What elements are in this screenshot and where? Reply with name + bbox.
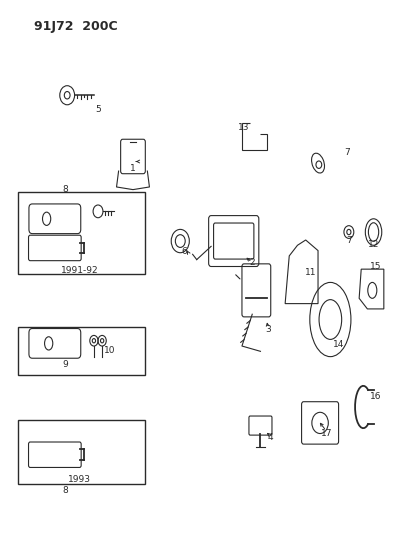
Text: 8: 8 <box>62 185 68 194</box>
Text: 91J72  200C: 91J72 200C <box>34 20 118 33</box>
Text: 12: 12 <box>367 240 378 249</box>
Bar <box>18 192 145 274</box>
Text: 1: 1 <box>130 164 135 173</box>
Text: 6: 6 <box>181 247 187 256</box>
Bar <box>18 420 145 484</box>
Text: 16: 16 <box>369 392 380 401</box>
Text: 1991-92: 1991-92 <box>61 266 98 274</box>
Text: 1993: 1993 <box>68 475 91 484</box>
Text: 17: 17 <box>320 429 331 438</box>
Text: 15: 15 <box>369 262 380 271</box>
Text: 7: 7 <box>343 148 349 157</box>
Text: 8: 8 <box>62 486 68 495</box>
Text: 5: 5 <box>95 105 101 114</box>
Text: 10: 10 <box>104 346 115 355</box>
Text: 9: 9 <box>62 360 68 369</box>
Text: 2: 2 <box>249 258 254 266</box>
Text: 11: 11 <box>304 268 316 277</box>
Text: 13: 13 <box>238 123 249 132</box>
Bar <box>18 327 145 375</box>
Text: 7: 7 <box>345 236 351 245</box>
Text: 14: 14 <box>332 341 344 350</box>
Text: 4: 4 <box>267 433 273 442</box>
Text: 3: 3 <box>264 325 270 334</box>
